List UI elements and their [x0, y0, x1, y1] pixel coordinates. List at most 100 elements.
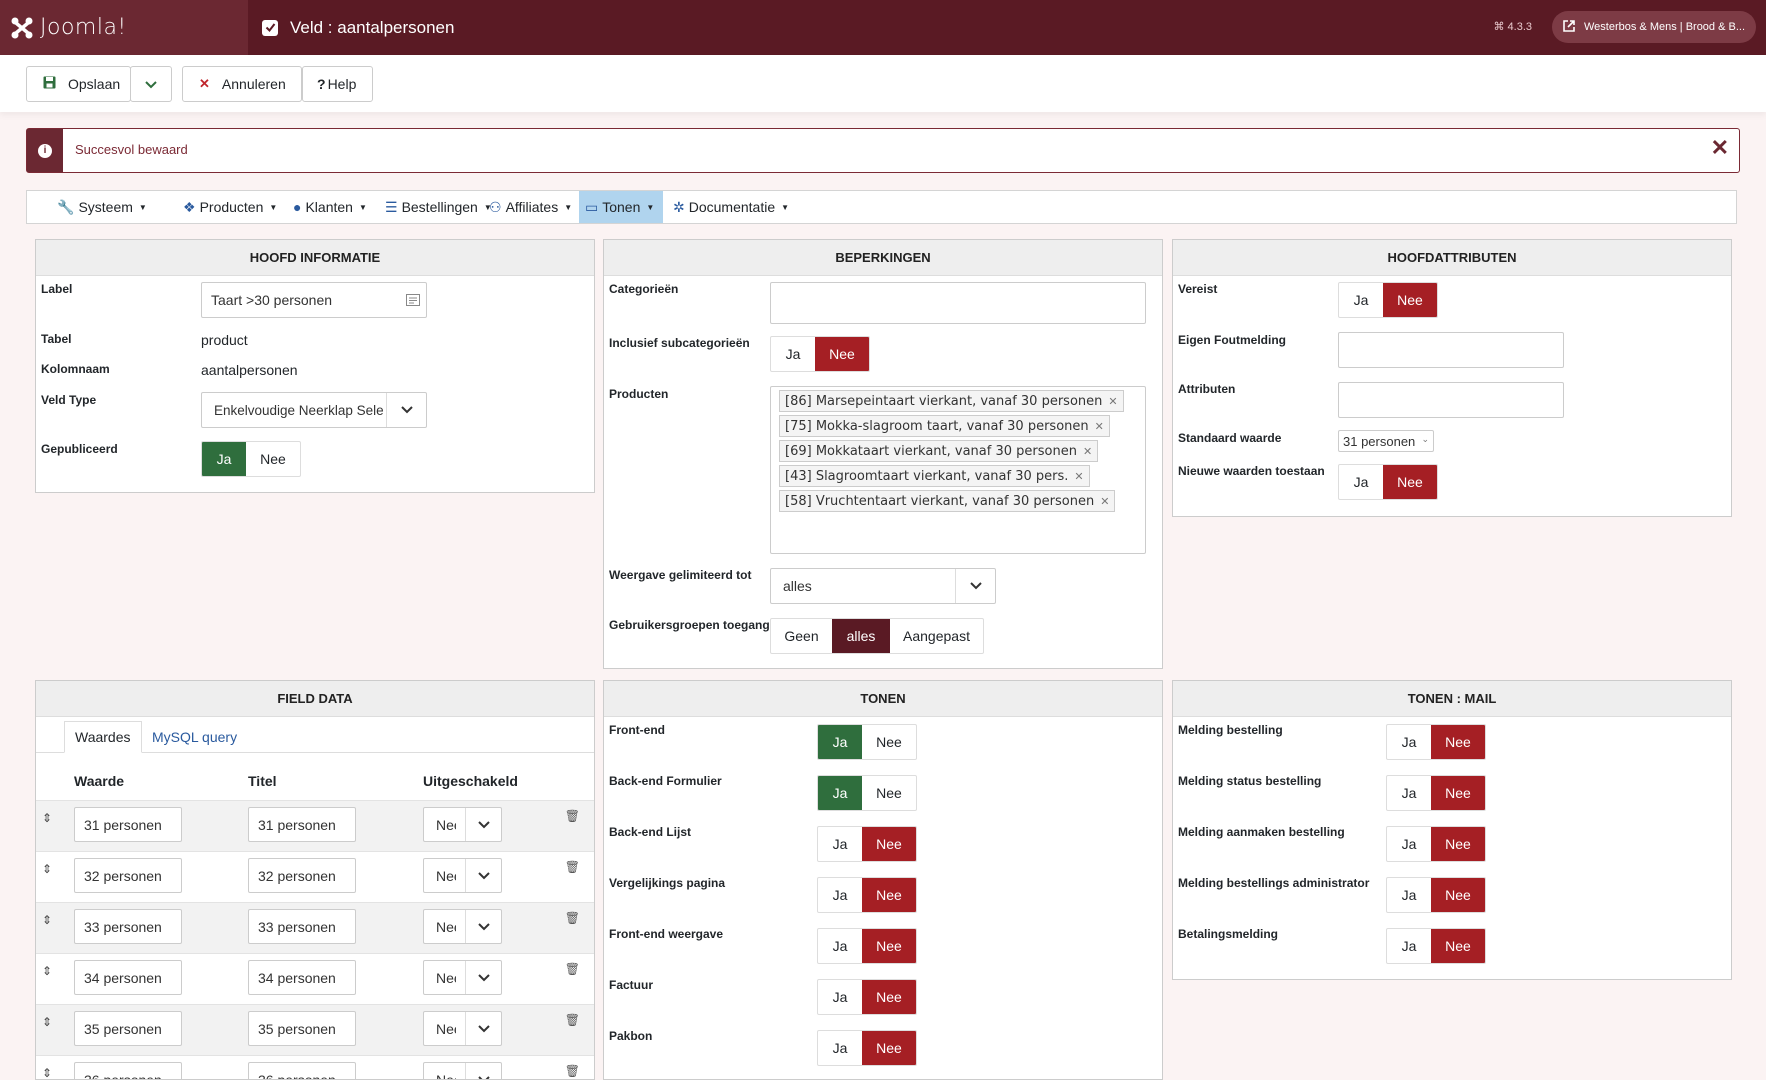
drag-handle-icon[interactable]: ⇕ [42, 862, 53, 876]
producten-multiselect[interactable]: [86] Marsepeintaart vierkant, vanaf 30 p… [770, 386, 1146, 554]
remove-tag-icon[interactable]: ✕ [1094, 419, 1104, 433]
trash-icon[interactable]: 🗑 [564, 809, 580, 823]
titel-input[interactable]: 31 personen [248, 807, 356, 842]
attributen-input[interactable] [1338, 382, 1564, 418]
waarde-input[interactable]: 36 personen [74, 1062, 182, 1079]
titel-input[interactable]: 33 personen [248, 909, 356, 944]
waarde-input[interactable]: 35 personen [74, 1011, 182, 1046]
option-alles[interactable]: alles [832, 619, 890, 653]
trash-icon[interactable]: 🗑 [564, 1013, 580, 1027]
option-aangepast[interactable]: Aangepast [903, 628, 970, 644]
toggle-ja[interactable]: Ja [1401, 836, 1417, 852]
nieuwe-waarden-toggle[interactable]: Ja Nee [1338, 464, 1438, 500]
remove-tag-icon[interactable]: ✕ [1074, 469, 1084, 483]
waarde-input[interactable]: 31 personen [74, 807, 182, 842]
toggle-ja[interactable]: Ja [832, 938, 848, 954]
menu-producten[interactable]: ❖ Producten ▼ [183, 198, 278, 216]
uitgeschakeld-select[interactable]: Nee [423, 960, 502, 995]
save-button[interactable]: Opslaan [26, 66, 131, 102]
remove-tag-icon[interactable]: ✕ [1108, 394, 1118, 408]
toggle-nee[interactable]: Nee [862, 878, 916, 912]
help-button[interactable]: ? Help [302, 66, 373, 102]
drag-handle-icon[interactable]: ⇕ [42, 1015, 53, 1029]
tab-waardes[interactable]: Waardes [64, 721, 142, 753]
trash-icon[interactable]: 🗑 [564, 962, 580, 976]
remove-tag-icon[interactable]: ✕ [1082, 444, 1093, 458]
drag-handle-icon[interactable]: ⇕ [42, 811, 53, 825]
toggle-ja[interactable]: Ja [1401, 785, 1417, 801]
menu-documentatie[interactable]: ✲ Documentatie ▼ [673, 198, 790, 216]
toggle-nee[interactable]: Nee [862, 980, 916, 1014]
remove-tag-icon[interactable]: ✕ [1100, 494, 1110, 508]
ja-nee-toggle[interactable]: Ja Nee [817, 826, 917, 862]
waarde-input[interactable]: 32 personen [74, 858, 182, 893]
gebruikersgroepen-toggle[interactable]: Geen alles Aangepast [770, 618, 984, 654]
ja-nee-toggle[interactable]: Ja Nee [817, 928, 917, 964]
toggle-nee[interactable]: Nee [862, 929, 916, 963]
option-geen[interactable]: Geen [784, 628, 819, 644]
toggle-nee[interactable]: Nee [876, 734, 902, 750]
titel-input[interactable]: 34 personen [248, 960, 356, 995]
veldtype-select[interactable]: Enkelvoudige Neerklap Sele [201, 392, 427, 428]
toggle-ja[interactable]: Ja [785, 346, 801, 362]
toggle-nee[interactable]: Nee [1431, 878, 1485, 912]
toggle-ja[interactable]: Ja [832, 1040, 848, 1056]
inclusief-subcategorieen-toggle[interactable]: Ja Nee [770, 336, 870, 372]
categorieen-input[interactable] [770, 282, 1146, 324]
drag-handle-icon[interactable]: ⇕ [42, 1066, 53, 1080]
menu-affiliates[interactable]: ⚇ Affiliates ▼ [489, 198, 573, 216]
ja-nee-toggle[interactable]: Ja Nee [817, 877, 917, 913]
toggle-nee[interactable]: Nee [1383, 283, 1437, 317]
toggle-ja[interactable]: Ja [818, 776, 862, 810]
ja-nee-toggle[interactable]: Ja Nee [1386, 775, 1486, 811]
gepubliceerd-toggle[interactable]: Ja Nee [201, 441, 301, 477]
ja-nee-toggle[interactable]: Ja Nee [817, 1030, 917, 1066]
toggle-nee[interactable]: Nee [260, 451, 286, 467]
toggle-ja[interactable]: Ja [832, 836, 848, 852]
trash-icon[interactable]: 🗑 [564, 1064, 580, 1078]
toggle-nee[interactable]: Nee [876, 785, 902, 801]
cancel-button[interactable]: ✕ Annuleren [182, 66, 302, 102]
toggle-ja[interactable]: Ja [832, 887, 848, 903]
toggle-ja[interactable]: Ja [1401, 938, 1417, 954]
toggle-nee[interactable]: Nee [1431, 827, 1485, 861]
toggle-ja[interactable]: Ja [832, 989, 848, 1005]
trash-icon[interactable]: 🗑 [564, 911, 580, 925]
menu-systeem[interactable]: 🔧 Systeem ▼ [57, 198, 147, 216]
save-dropdown-button[interactable] [130, 66, 172, 102]
menu-tonen[interactable]: ▭ Tonen ▼ [579, 191, 663, 223]
trash-icon[interactable]: 🗑 [564, 860, 580, 874]
toggle-nee[interactable]: Nee [815, 337, 869, 371]
vereist-toggle[interactable]: Ja Nee [1338, 282, 1438, 318]
titel-input[interactable]: 35 personen [248, 1011, 356, 1046]
menu-bestellingen[interactable]: ☰ Bestellingen ▼ [385, 198, 492, 216]
weergave-select[interactable]: alles [770, 568, 996, 604]
drag-handle-icon[interactable]: ⇕ [42, 913, 53, 927]
titel-input[interactable]: 36 personen [248, 1062, 356, 1079]
ja-nee-toggle[interactable]: Ja Nee [817, 775, 917, 811]
ja-nee-toggle[interactable]: Ja Nee [1386, 724, 1486, 760]
toggle-ja[interactable]: Ja [1353, 292, 1369, 308]
ja-nee-toggle[interactable]: Ja Nee [817, 979, 917, 1015]
waarde-input[interactable]: 33 personen [74, 909, 182, 944]
eigen-foutmelding-input[interactable] [1338, 332, 1564, 368]
toggle-ja[interactable]: Ja [1353, 474, 1369, 490]
brand-area[interactable]: Joomla! [0, 0, 248, 55]
toggle-ja[interactable]: Ja [202, 442, 246, 476]
toggle-nee[interactable]: Nee [862, 827, 916, 861]
toggle-ja[interactable]: Ja [818, 725, 862, 759]
toggle-nee[interactable]: Nee [1383, 465, 1437, 499]
toggle-nee[interactable]: Nee [1431, 725, 1485, 759]
toggle-nee[interactable]: Nee [1431, 929, 1485, 963]
ja-nee-toggle[interactable]: Ja Nee [1386, 877, 1486, 913]
alert-close-button[interactable]: ✕ [1710, 135, 1729, 160]
toggle-nee[interactable]: Nee [862, 1031, 916, 1065]
label-input[interactable]: Taart >30 personen [201, 282, 427, 318]
menu-klanten[interactable]: ● Klanten ▼ [293, 199, 367, 215]
drag-handle-icon[interactable]: ⇕ [42, 964, 53, 978]
waarde-input[interactable]: 34 personen [74, 960, 182, 995]
standaard-waarde-select[interactable]: 31 personen ⌄ [1338, 430, 1434, 452]
site-link-button[interactable]: Westerbos & Mens | Brood & B... [1552, 11, 1756, 43]
titel-input[interactable]: 32 personen [248, 858, 356, 893]
uitgeschakeld-select[interactable]: Nee [423, 807, 502, 842]
